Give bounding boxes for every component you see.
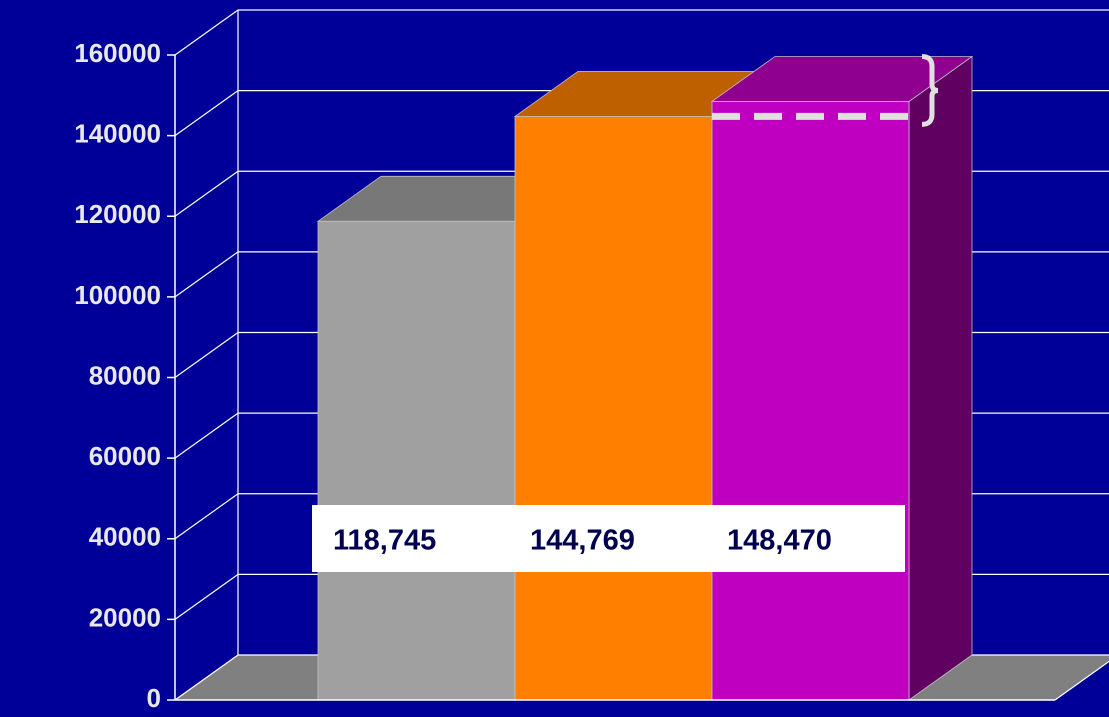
y-tick-label: 20000 — [89, 602, 161, 632]
brace — [921, 53, 939, 127]
y-tick-label: 160000 — [74, 38, 161, 68]
y-tick-label: 0 — [147, 683, 161, 713]
side-grid-line — [174, 251, 239, 298]
side-grid-line — [174, 332, 239, 378]
bar — [514, 115, 713, 701]
bar-side — [908, 55, 973, 701]
y-tick-label: 40000 — [89, 522, 161, 552]
y-tick-label: 80000 — [89, 360, 161, 390]
value-label-box — [312, 505, 905, 572]
bar — [711, 101, 910, 701]
side-grid-line — [174, 412, 239, 459]
floor-edge — [1054, 660, 1109, 701]
y-tick-label: 60000 — [89, 441, 161, 471]
y-tick-label: 140000 — [74, 119, 161, 149]
y-tick-label: 120000 — [74, 199, 161, 229]
y-tick-label: 100000 — [74, 280, 161, 310]
value-label: 144,769 — [530, 525, 635, 557]
side-grid-line — [174, 493, 239, 540]
value-label: 118,745 — [333, 525, 436, 557]
side-grid-line — [174, 90, 239, 137]
side-grid-line — [174, 573, 239, 620]
side-grid-line — [174, 654, 239, 701]
value-label: 148,470 — [727, 525, 832, 557]
side-grid-line — [174, 170, 239, 217]
side-grid-line — [174, 9, 239, 56]
bar — [317, 220, 516, 701]
